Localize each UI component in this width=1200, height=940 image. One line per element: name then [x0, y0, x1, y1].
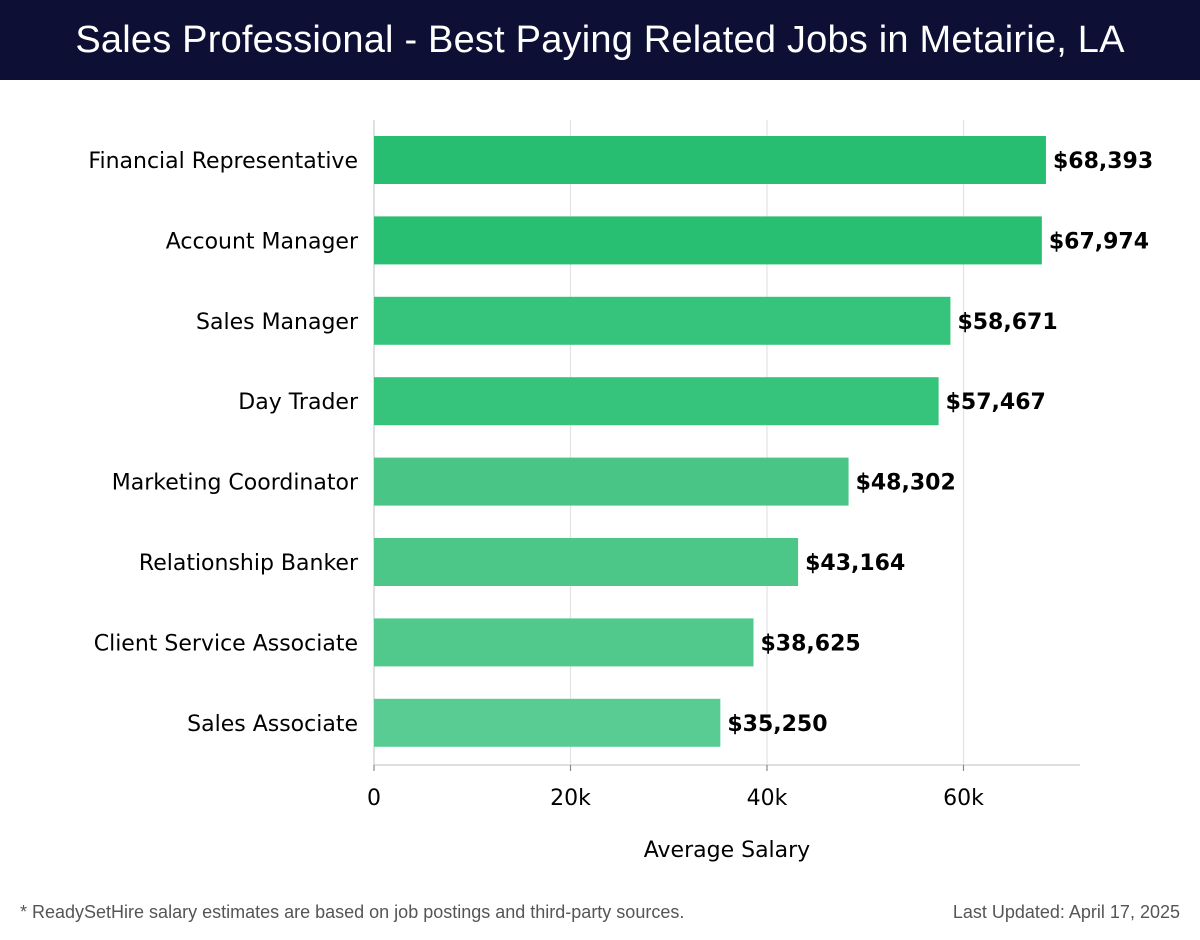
x-tick-label: 40k	[747, 786, 788, 811]
x-tick-label: 60k	[943, 786, 984, 811]
value-label: $68,393	[1053, 149, 1153, 174]
page-title: Sales Professional - Best Paying Related…	[75, 18, 1125, 61]
category-label: Sales Associate	[187, 712, 358, 737]
bar	[374, 698, 721, 747]
category-label: Marketing Coordinator	[112, 471, 359, 496]
bar	[374, 457, 849, 506]
category-label: Account Manager	[166, 229, 359, 254]
category-label: Relationship Banker	[139, 551, 359, 576]
x-tick-label: 20k	[550, 786, 591, 811]
bar	[374, 136, 1046, 184]
value-label: $57,467	[946, 390, 1046, 415]
value-label: $48,302	[856, 471, 956, 496]
value-label: $43,164	[805, 551, 905, 576]
value-label: $38,625	[760, 631, 860, 656]
category-label: Financial Representative	[88, 149, 358, 174]
header-bar: Sales Professional - Best Paying Related…	[0, 0, 1200, 80]
category-label: Day Trader	[238, 390, 359, 415]
x-tick-label: 0	[367, 786, 381, 811]
category-label: Sales Manager	[196, 310, 359, 335]
last-updated: Last Updated: April 17, 2025	[952, 902, 1180, 922]
bar	[374, 216, 1042, 265]
bar	[374, 618, 754, 667]
bar	[374, 296, 951, 345]
salary-bar-chart: 0 20k 40k 60k Average Salary Financial Repres…	[88, 120, 1153, 863]
value-label: $67,974	[1049, 229, 1149, 254]
x-axis-label: Average Salary	[644, 838, 810, 863]
value-label: $35,250	[727, 712, 827, 737]
bar	[374, 538, 799, 586]
value-label: $58,671	[957, 310, 1057, 335]
footnote: * ReadySetHire salary estimates are base…	[20, 902, 685, 922]
category-label: Client Service Associate	[94, 631, 358, 656]
bar	[374, 377, 939, 426]
